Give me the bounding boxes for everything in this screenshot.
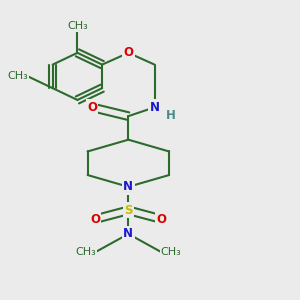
Text: S: S bbox=[124, 204, 133, 217]
Text: CH₃: CH₃ bbox=[67, 21, 88, 31]
Text: O: O bbox=[87, 101, 97, 114]
Text: N: N bbox=[123, 227, 134, 240]
Text: O: O bbox=[157, 213, 167, 226]
Text: CH₃: CH₃ bbox=[160, 247, 181, 256]
Text: CH₃: CH₃ bbox=[7, 71, 28, 81]
Text: H: H bbox=[166, 109, 176, 122]
Text: N: N bbox=[123, 180, 134, 193]
Text: O: O bbox=[90, 213, 100, 226]
Text: N: N bbox=[150, 101, 160, 114]
Text: CH₃: CH₃ bbox=[76, 247, 96, 256]
Text: O: O bbox=[123, 46, 134, 59]
